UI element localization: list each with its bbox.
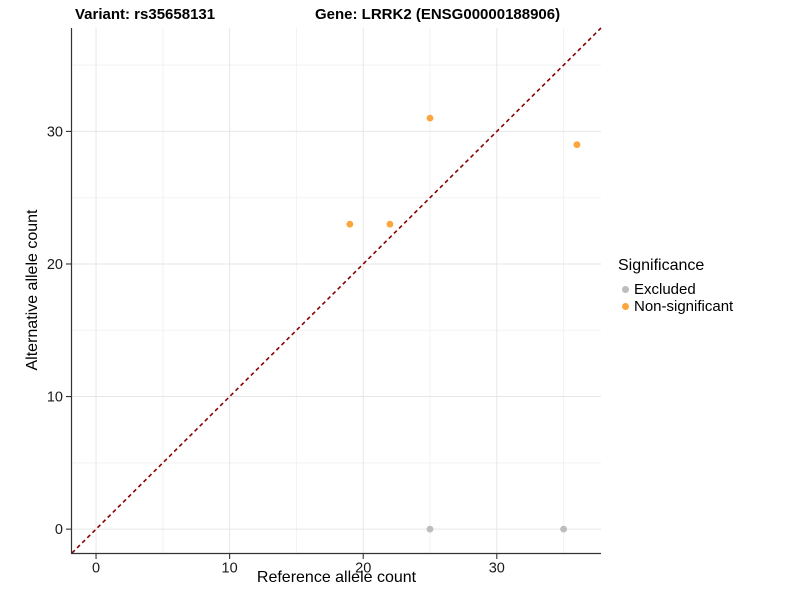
y-axis-label: Alternative allele count (24, 209, 41, 371)
scatter-point-non-significant (346, 220, 354, 228)
legend-item: Non-significant (618, 298, 733, 315)
plot-title-variant: Variant: rs35658131 (75, 6, 216, 23)
legend-title: Significance (618, 257, 705, 274)
identity-reference-line (71, 27, 602, 554)
scatter-point-non-significant (386, 220, 394, 228)
y-tick-label: 0 (55, 522, 63, 538)
x-tick-label: 10 (222, 561, 238, 577)
legend-items: Excluded Non-significant (618, 281, 733, 315)
y-tick-label: 30 (47, 124, 63, 140)
legend-item-label: Excluded (634, 281, 696, 298)
x-tick-label: 30 (489, 561, 505, 577)
scatter-point-non-significant (426, 114, 434, 122)
plot-title-gene: Gene: LRRK2 (ENSG00000188906) (315, 6, 561, 23)
scatter-point-excluded (426, 525, 434, 533)
y-tick-label: 20 (47, 257, 63, 273)
legend-item: Excluded (618, 281, 733, 298)
scatter-point-non-significant (573, 141, 581, 149)
y-tick-label: 10 (47, 390, 63, 406)
legend-item-label: Non-significant (634, 298, 734, 315)
x-axis-label: Reference allele count (256, 569, 417, 586)
legend-dot-icon (622, 286, 629, 293)
x-tick-label: 0 (92, 561, 100, 577)
legend-dot-icon (622, 303, 629, 310)
x-tick-label: 20 (355, 561, 371, 577)
scatter-point-excluded (560, 525, 567, 533)
legend: Significance Excluded Non-significant (618, 256, 733, 315)
